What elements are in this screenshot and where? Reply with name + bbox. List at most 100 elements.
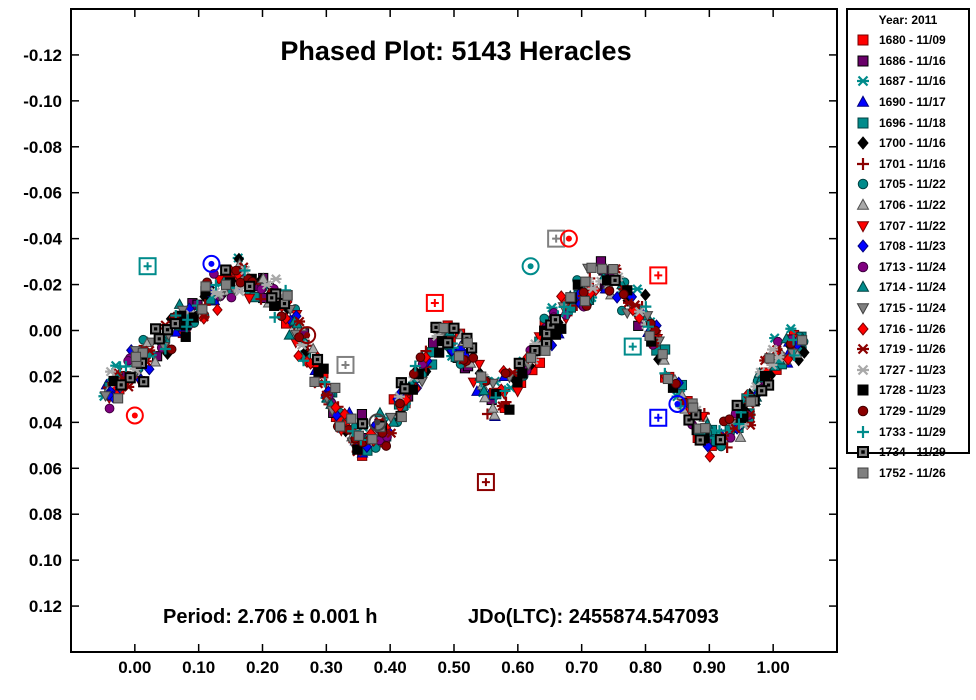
legend-marker	[856, 95, 870, 107]
legend-marker	[857, 55, 869, 67]
y-tick-label: -0.08	[23, 138, 62, 157]
legend-symbol	[857, 425, 869, 438]
data-point	[434, 347, 445, 358]
data-point	[213, 289, 225, 299]
legend-item: 1686 - 11/16	[848, 51, 968, 72]
data-point	[298, 355, 310, 367]
y-tick-label: 0.06	[29, 459, 62, 478]
legend-label: 1680 - 11/09	[879, 33, 946, 48]
legend-item: 1728 - 11/23	[848, 380, 968, 401]
data-point	[124, 372, 136, 384]
data-point	[283, 328, 296, 340]
data-point	[504, 404, 515, 415]
data-point	[586, 262, 597, 273]
data-point	[734, 431, 747, 442]
data-point	[796, 335, 808, 346]
data-point	[408, 369, 419, 379]
data-point	[786, 348, 799, 360]
data-point	[631, 284, 643, 294]
legend-symbol	[857, 321, 869, 336]
y-tick-label: -0.04	[23, 230, 62, 249]
highlighted-point	[425, 293, 444, 312]
legend-label: 1752 - 11/26	[879, 465, 946, 480]
data-point	[200, 281, 211, 292]
legend-symbol	[856, 220, 870, 233]
legend-marker	[857, 136, 869, 151]
legend-symbol	[857, 34, 869, 46]
data-point	[704, 450, 716, 463]
data-point	[618, 289, 629, 300]
data-point	[120, 360, 132, 372]
legend-label: 1714 - 11/24	[879, 280, 946, 295]
legend-label: 1713 - 11/24	[879, 259, 946, 274]
legend-symbol	[857, 117, 869, 129]
data-point	[210, 279, 222, 291]
highlighted-point	[668, 394, 687, 413]
x-tick-label: 0.50	[437, 658, 470, 677]
data-point	[395, 398, 405, 409]
data-point	[694, 434, 706, 446]
x-tick-label: 1.00	[757, 658, 790, 677]
data-point	[346, 413, 357, 424]
data-point	[608, 264, 619, 275]
legend-item: 1752 - 11/26	[848, 462, 968, 483]
legend-label: 1706 - 11/22	[879, 198, 946, 213]
data-point	[658, 353, 670, 365]
data-point	[149, 355, 162, 367]
y-axis: -0.12 -0.10 -0.08 -0.06 -0.04 -0.02 0.00 0.02 0.…	[23, 46, 837, 616]
data-point	[231, 265, 241, 276]
data-point	[438, 322, 449, 334]
data-point	[130, 351, 142, 362]
legend-symbol	[857, 261, 869, 273]
data-point	[367, 434, 378, 445]
legend-marker	[857, 343, 869, 355]
highlighted-point	[368, 413, 387, 432]
data-point	[476, 371, 487, 382]
data-point	[115, 379, 127, 391]
legend-item: 1696 - 11/18	[848, 112, 968, 133]
data-point	[731, 399, 743, 412]
legend-symbol	[857, 446, 869, 459]
data-point	[320, 390, 332, 401]
data-point	[511, 386, 524, 398]
data-point	[442, 337, 454, 349]
data-point	[578, 287, 589, 298]
legend-label: 1686 - 11/16	[879, 53, 946, 68]
legend-symbol	[856, 95, 870, 107]
data-point	[105, 366, 117, 377]
data-point	[580, 276, 591, 287]
data-point	[597, 263, 608, 274]
legend-label: 1728 - 11/23	[879, 383, 946, 398]
legend-item: 1733 - 11/29	[848, 421, 968, 442]
data-point	[788, 349, 800, 361]
x-tick-label: 0.20	[246, 658, 279, 677]
data-point	[558, 301, 570, 313]
x-tick-label: 0.00	[118, 658, 151, 677]
data-point	[356, 418, 369, 430]
data-point	[500, 368, 511, 379]
y-tick-label: -0.06	[23, 184, 62, 203]
legend-item: 1708 - 11/23	[848, 236, 968, 257]
data-point	[255, 293, 267, 305]
legend-label: 1708 - 11/23	[879, 239, 946, 254]
data-point	[640, 288, 651, 302]
data-point	[197, 304, 208, 315]
y-tick-label: 0.08	[29, 505, 62, 524]
legend-label: 1719 - 11/26	[879, 342, 946, 357]
data-point	[453, 351, 465, 362]
data-point	[399, 383, 411, 395]
y-tick-label: -0.10	[23, 92, 62, 111]
legend-marker	[857, 261, 869, 273]
data-point	[104, 403, 115, 414]
data-point	[220, 279, 232, 290]
data-point	[512, 376, 523, 388]
data-point	[604, 285, 615, 296]
x-tick-label: 0.10	[182, 658, 215, 677]
data-point	[745, 396, 756, 407]
legend-marker	[857, 34, 869, 46]
legend-item: 1713 - 11/24	[848, 257, 968, 278]
legend-symbol	[857, 157, 869, 170]
data-point	[311, 353, 324, 366]
data-point	[478, 384, 490, 396]
legend-item: 1714 - 11/24	[848, 277, 968, 298]
